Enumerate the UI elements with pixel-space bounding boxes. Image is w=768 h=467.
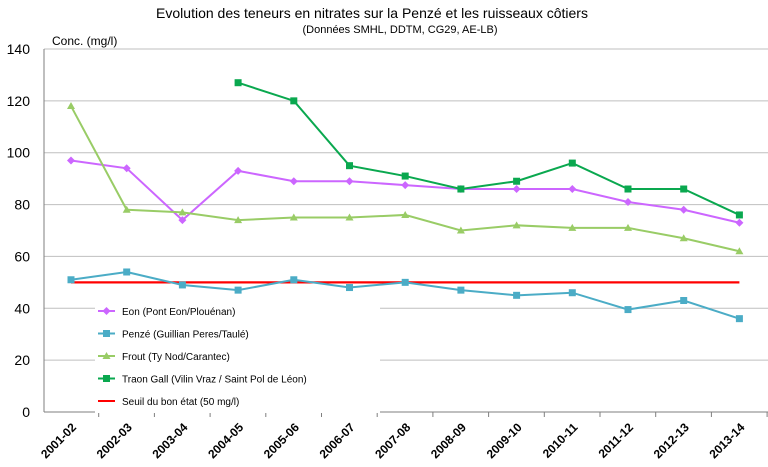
data-point — [512, 221, 521, 229]
data-point — [735, 315, 743, 323]
legend-entry: Traon Gall (Vilin Vraz / Saint Pol de Lé… — [98, 375, 307, 386]
legend-label: Frout (Ty Nod/Carantec) — [122, 352, 230, 363]
legend-label: Penzé (Guillian Peres/Taulé) — [122, 330, 249, 341]
data-point — [624, 223, 632, 231]
data-point — [401, 210, 410, 218]
data-point — [234, 79, 242, 87]
x-tick-label: 2004-05 — [205, 420, 246, 461]
data-point — [401, 172, 409, 180]
data-point — [512, 185, 521, 194]
legend-entry: Frout (Ty Nod/Carantec) — [98, 352, 230, 363]
y-tick-label: 80 — [14, 197, 30, 213]
data-point — [513, 177, 521, 185]
legend-label: Eon (Pont Eon/Plouénan) — [122, 307, 235, 318]
data-point — [234, 286, 242, 294]
chart-title: Evolution des teneurs en nitrates sur la… — [156, 5, 588, 21]
series-3 — [67, 102, 744, 255]
data-point — [680, 297, 688, 305]
x-tick-label: 2010-11 — [540, 420, 581, 461]
data-point — [568, 185, 577, 194]
data-point — [735, 218, 744, 227]
x-tick-label: 2013-14 — [706, 420, 747, 461]
x-tick-label: 2007-08 — [372, 420, 413, 461]
x-tick-label: 2009-10 — [484, 420, 525, 461]
y-tick-label: 20 — [14, 352, 30, 368]
legend-swatch-marker — [102, 307, 111, 315]
legend-entry: Penzé (Guillian Peres/Taulé) — [98, 330, 249, 341]
y-tick-label: 60 — [14, 248, 30, 264]
data-point — [346, 284, 353, 292]
series-2 — [67, 268, 743, 323]
legend-label: Seuil du bon état (50 mg/l) — [122, 397, 239, 408]
series-line — [237, 81, 740, 216]
y-tick-label: 0 — [22, 404, 30, 420]
x-tick-label: 2002-03 — [94, 420, 135, 461]
data-point — [568, 289, 576, 297]
data-point — [345, 213, 354, 221]
y-tick-label: 140 — [7, 41, 31, 57]
data-point — [290, 97, 298, 105]
legend-swatch-marker — [102, 352, 111, 359]
data-point — [345, 177, 354, 186]
data-point — [290, 276, 298, 284]
data-point — [457, 185, 465, 193]
data-point — [234, 216, 243, 224]
x-tick-label: 2003-04 — [149, 420, 190, 461]
data-point — [457, 286, 465, 294]
x-tick-label: 2001-02 — [38, 420, 79, 461]
y-tick-label: 100 — [7, 145, 31, 161]
legend-swatch-marker — [103, 375, 110, 382]
data-point — [67, 276, 75, 284]
data-point — [178, 281, 186, 289]
data-point — [289, 177, 298, 186]
series-4 — [234, 79, 743, 219]
data-point — [679, 205, 688, 214]
data-point — [67, 156, 75, 165]
data-point — [680, 185, 688, 193]
legend-box — [95, 297, 380, 413]
x-tick-label: 2005-06 — [261, 420, 302, 461]
data-point — [234, 166, 243, 175]
y-tick-label: 120 — [7, 93, 31, 109]
data-point — [735, 211, 743, 219]
data-point — [456, 226, 465, 234]
data-point — [122, 205, 131, 213]
y-tick-label: 40 — [14, 300, 30, 316]
data-point — [513, 291, 521, 299]
data-point — [289, 213, 298, 221]
x-tick-label: 2006-07 — [317, 420, 358, 461]
legend: Eon (Pont Eon/Plouénan) Penzé (Guillian P… — [95, 297, 380, 413]
data-point — [624, 306, 632, 314]
legend-entry: Eon (Pont Eon/Plouénan) — [98, 307, 235, 318]
data-point — [401, 278, 409, 286]
data-point — [178, 216, 187, 225]
y-axis-label: Conc. (mg/l) — [52, 34, 117, 48]
legend-entry: Seuil du bon état (50 mg/l) — [98, 397, 239, 408]
data-point — [178, 208, 187, 216]
data-point — [624, 197, 632, 206]
data-point — [624, 185, 632, 193]
data-point — [568, 223, 577, 231]
legend-label: Traon Gall (Vilin Vraz / Saint Pol de Lé… — [122, 375, 307, 386]
data-point — [123, 268, 131, 276]
data-point — [67, 102, 75, 110]
data-point — [679, 234, 688, 242]
legend-swatch-marker — [103, 330, 110, 337]
data-point — [346, 162, 353, 170]
data-point — [735, 247, 744, 255]
data-point — [568, 159, 576, 167]
data-point — [401, 181, 410, 190]
x-tick-label: 2011-12 — [596, 420, 637, 461]
series-lines — [67, 79, 744, 323]
x-tick-label: 2012-13 — [651, 420, 692, 461]
x-tick-label: 2008-09 — [428, 420, 469, 461]
data-point — [122, 164, 131, 173]
chart-subtitle: (Données SMHL, DDTM, CG29, AE-LB) — [302, 24, 497, 36]
